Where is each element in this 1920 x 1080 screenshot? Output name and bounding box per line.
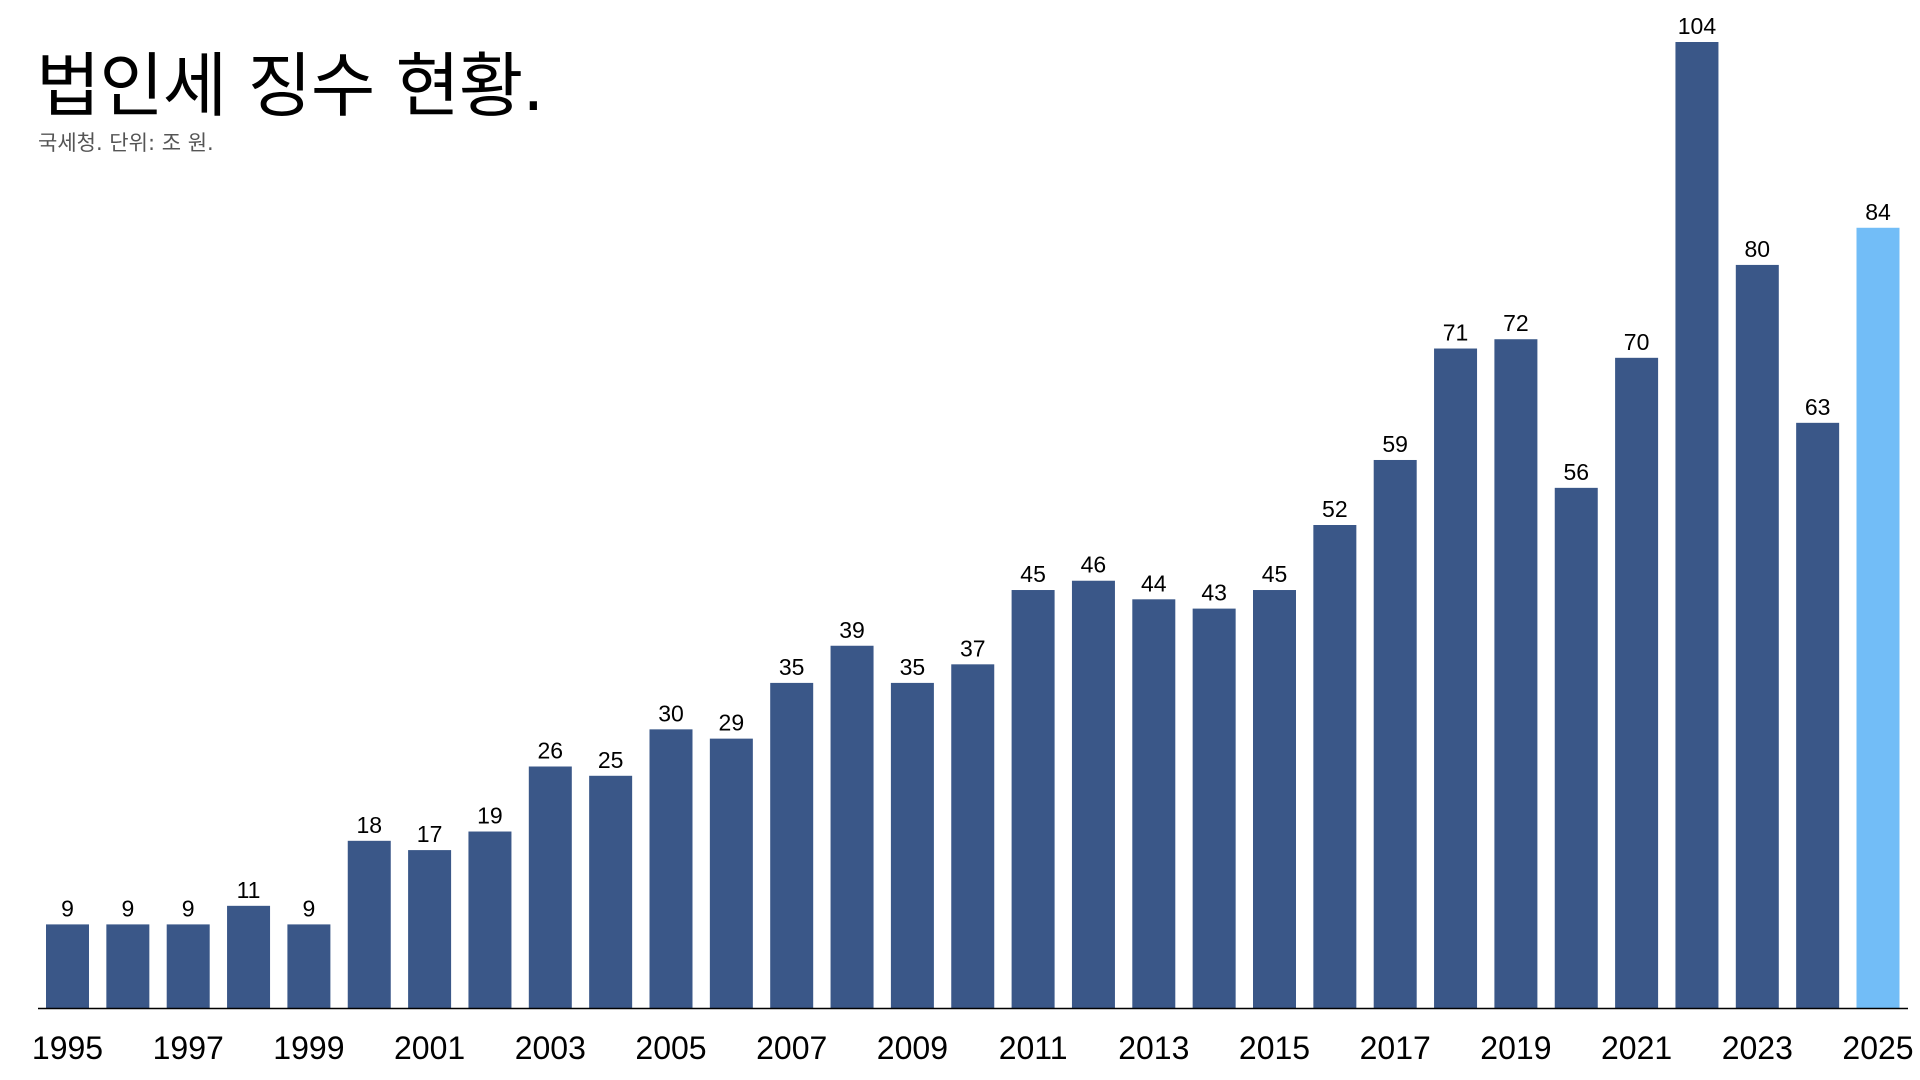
value-labels-group: 9 9 9 11 9 18 17 19 26 25 30 29 35 39 35 37 45 46 44 43 45 52… [61, 13, 1891, 921]
x-tick-label-2013: 2013 [1118, 1030, 1189, 1066]
bar-2018 [1434, 348, 1478, 1008]
value-label-2014: 43 [1201, 580, 1227, 606]
bar-2016 [1313, 525, 1357, 1008]
bar-2011 [1011, 590, 1055, 1008]
bar-1996 [106, 924, 150, 1008]
bar-2020 [1554, 487, 1598, 1009]
value-label-2003: 26 [538, 738, 564, 764]
bar-2006 [709, 738, 753, 1008]
value-label-2023: 80 [1745, 236, 1771, 262]
value-label-2010: 37 [960, 635, 986, 661]
chart-subtitle: 국세청. 단위: 조 원. [38, 131, 214, 155]
value-label-2013: 44 [1141, 570, 1167, 596]
bar-2023 [1735, 264, 1779, 1008]
value-label-2012: 46 [1081, 552, 1107, 578]
value-label-1996: 9 [121, 895, 134, 921]
x-tick-label-1995: 1995 [32, 1030, 103, 1066]
value-label-2001: 17 [417, 821, 443, 847]
x-tick-labels-group: 1995 1997 1999 2001 2003 2005 2007 2009 2011 2013… [32, 1030, 1914, 1066]
bar-2013 [1132, 599, 1176, 1008]
bar-2025 [1856, 227, 1900, 1008]
bar-2008 [830, 645, 874, 1008]
value-label-2020: 56 [1563, 459, 1589, 485]
bar-2017 [1373, 459, 1417, 1009]
bar-2007 [770, 682, 814, 1008]
value-label-2016: 52 [1322, 496, 1348, 522]
value-label-2019: 72 [1503, 310, 1529, 336]
value-label-2004: 25 [598, 747, 624, 773]
x-tick-label-2017: 2017 [1360, 1030, 1431, 1066]
value-label-2018: 71 [1443, 320, 1469, 346]
x-tick-label-2005: 2005 [635, 1030, 706, 1066]
x-tick-label-2023: 2023 [1722, 1030, 1793, 1066]
bar-2004 [589, 775, 633, 1008]
value-label-1998: 11 [237, 877, 261, 903]
bar-2001 [408, 850, 452, 1008]
value-label-1995: 9 [61, 895, 74, 921]
x-tick-label-2021: 2021 [1601, 1030, 1672, 1066]
value-label-2000: 18 [356, 812, 382, 838]
value-label-2011: 45 [1020, 561, 1046, 587]
value-label-2025: 84 [1865, 199, 1891, 225]
bar-2015 [1253, 590, 1296, 1008]
bar-1995 [46, 924, 89, 1008]
value-label-2005: 30 [658, 700, 684, 726]
bar-1997 [166, 924, 210, 1008]
bar-2005 [649, 729, 693, 1008]
value-label-1997: 9 [182, 895, 195, 921]
x-tick-label-2015: 2015 [1239, 1030, 1310, 1066]
value-label-2024: 63 [1805, 394, 1831, 420]
value-label-2006: 29 [719, 710, 745, 736]
x-tick-label-2019: 2019 [1480, 1030, 1551, 1066]
value-label-2009: 35 [900, 654, 926, 680]
bar-2022 [1675, 42, 1719, 1008]
value-label-2008: 39 [839, 617, 865, 643]
value-label-2007: 35 [779, 654, 805, 680]
x-tick-label-2011: 2011 [999, 1030, 1068, 1066]
x-tick-label-1999: 1999 [273, 1030, 344, 1066]
value-label-2015: 45 [1262, 561, 1288, 587]
bar-2010 [951, 664, 995, 1008]
value-label-1999: 9 [303, 895, 316, 921]
bar-2012 [1071, 580, 1115, 1008]
bar-2021 [1615, 357, 1659, 1008]
x-tick-label-2003: 2003 [515, 1030, 586, 1066]
bar-2002 [468, 831, 512, 1008]
chart-title: 법인세 징수 현황. [36, 45, 545, 127]
bar-2024 [1796, 422, 1840, 1009]
bar-1999 [287, 924, 331, 1008]
bar-2000 [347, 840, 391, 1008]
bars-group [46, 42, 1900, 1009]
bar-1998 [227, 905, 271, 1008]
bar-2003 [528, 766, 572, 1008]
value-label-2021: 70 [1624, 329, 1650, 355]
value-label-2002: 19 [477, 803, 503, 829]
x-tick-label-1997: 1997 [153, 1030, 224, 1066]
x-tick-label-2007: 2007 [756, 1030, 827, 1066]
bar-2009 [890, 682, 934, 1008]
bar-2014 [1192, 608, 1236, 1008]
value-label-2017: 59 [1382, 431, 1408, 457]
x-tick-label-2001: 2001 [394, 1030, 465, 1066]
x-tick-label-2025: 2025 [1842, 1030, 1913, 1066]
bar-2019 [1494, 339, 1538, 1009]
value-label-2022: 104 [1678, 13, 1717, 39]
x-tick-label-2009: 2009 [877, 1030, 948, 1066]
